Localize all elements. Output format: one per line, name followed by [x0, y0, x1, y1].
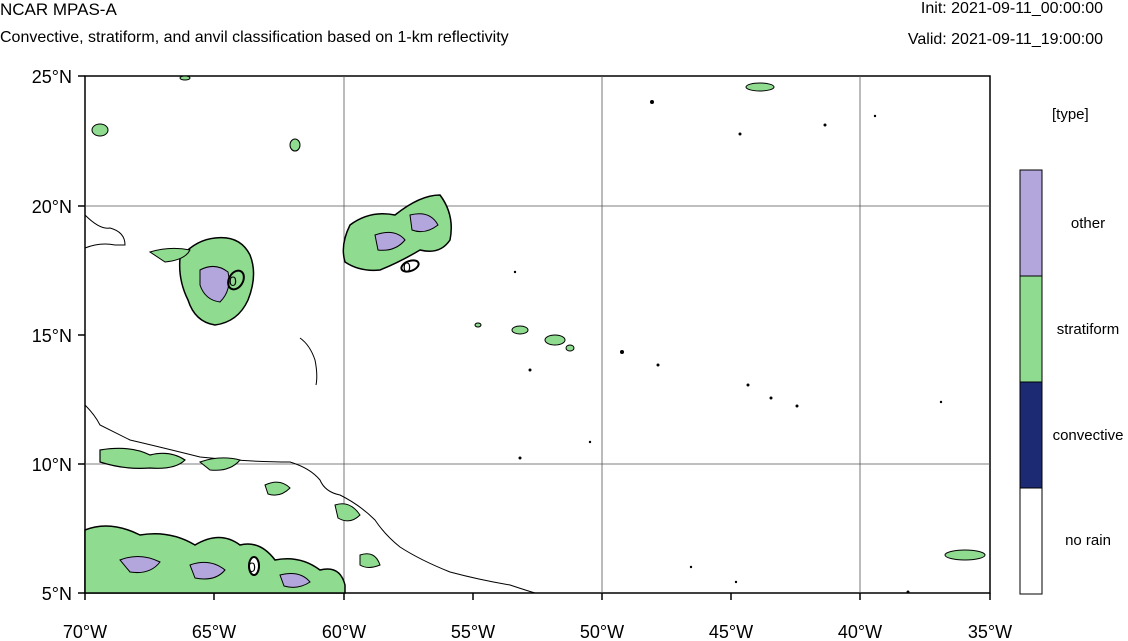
- feature-cluster-1: [148, 236, 255, 326]
- contour-labels: 0 0 0: [229, 259, 411, 575]
- coastline-south-america: [84, 404, 536, 594]
- feature-cluster-4: [84, 503, 381, 594]
- legend-label-convective: convective: [1052, 427, 1124, 444]
- lon-tick-label: 45°W: [709, 622, 753, 641]
- coastline-lesser-antilles: [299, 337, 318, 386]
- feature-scattered: [91, 75, 986, 561]
- map-frame: [84, 75, 991, 594]
- lon-tick-label: 65°W: [192, 622, 236, 641]
- precip-features: [84, 75, 986, 594]
- contour-label: 0: [403, 259, 411, 275]
- feature-cluster-3: [99, 447, 291, 496]
- legend-swatch-no-rain: [1019, 487, 1043, 595]
- legend-title: [type]: [1052, 106, 1089, 123]
- lat-tick-labels: 25°N 20°N 15°N 10°N 5°N: [32, 67, 72, 604]
- legend-colorbar: [1019, 169, 1043, 595]
- contour-label: 0: [229, 273, 237, 289]
- lon-tick-labels: 70°W 65°W 60°W 55°W 50°W 45°W 40°W 35°W: [63, 622, 1012, 641]
- feature-cluster-2: [342, 194, 452, 273]
- coastlines: [84, 214, 536, 594]
- tick-marks: [78, 75, 991, 600]
- contour-label: 0: [248, 559, 256, 575]
- lat-tick-label: 25°N: [32, 67, 72, 87]
- lon-tick-label: 35°W: [968, 622, 1012, 641]
- lat-tick-label: 5°N: [42, 584, 72, 604]
- map-title: NCAR MPAS-A: [0, 0, 117, 19]
- legend-label-other: other: [1070, 215, 1106, 232]
- lat-tick-label: 15°N: [32, 326, 72, 346]
- init-time: Init: 2021-09-11_00:00:00: [920, 0, 1103, 17]
- lon-tick-label: 60°W: [322, 622, 366, 641]
- lat-tick-label: 20°N: [32, 197, 72, 217]
- coastline-hispaniola: [84, 214, 126, 249]
- lon-tick-label: 70°W: [63, 622, 107, 641]
- legend-label-no-rain: no rain: [1065, 532, 1111, 549]
- lon-tick-label: 55°W: [451, 622, 495, 641]
- legend-label-stratiform: stratiform: [1056, 321, 1120, 338]
- lat-tick-label: 10°N: [32, 455, 72, 475]
- feature-dots: [513, 100, 943, 594]
- valid-time: Valid: 2021-09-11_19:00:00: [907, 31, 1103, 48]
- map-subtitle: Convective, stratiform, and anvil classi…: [0, 29, 509, 46]
- lon-tick-label: 50°W: [580, 622, 624, 641]
- lon-tick-label: 40°W: [838, 622, 882, 641]
